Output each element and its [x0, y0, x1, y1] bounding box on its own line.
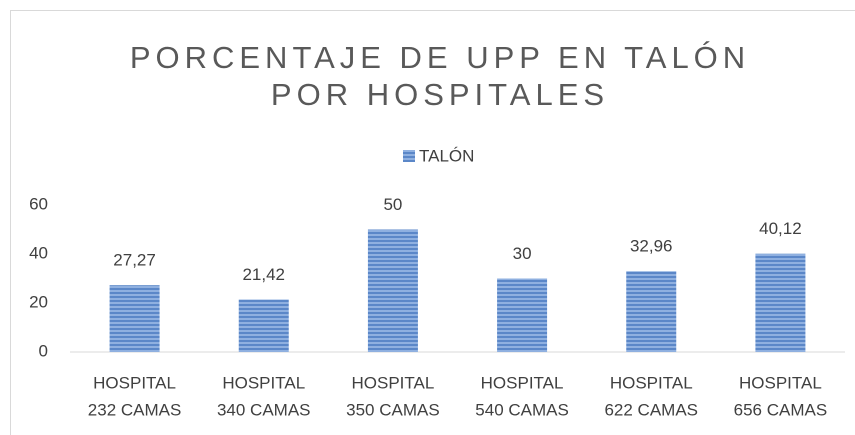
bar: [367, 229, 418, 352]
data-label: 50: [383, 195, 402, 214]
x-tick-label: 540 CAMAS: [475, 400, 569, 419]
chart-title: POR HOSPITALES: [271, 77, 609, 112]
legend-swatch: [403, 150, 415, 162]
chart-title: PORCENTAJE DE UPP EN TALÓN: [130, 40, 750, 75]
data-label: 30: [513, 244, 532, 263]
bar: [755, 253, 806, 352]
data-label: 40,12: [759, 219, 802, 238]
legend-label: TALÓN: [419, 146, 474, 165]
x-tick-label: 340 CAMAS: [217, 400, 311, 419]
y-tick-label: 20: [29, 292, 48, 311]
chart-frame: [10, 10, 855, 435]
bar: [497, 278, 548, 352]
x-tick-label: HOSPITAL: [739, 373, 822, 392]
data-label: 21,42: [242, 265, 285, 284]
y-tick-label: 0: [39, 341, 48, 360]
x-tick-label: HOSPITAL: [93, 373, 176, 392]
y-tick-label: 40: [29, 243, 48, 262]
x-tick-label: HOSPITAL: [481, 373, 564, 392]
bar: [626, 271, 677, 352]
x-tick-label: HOSPITAL: [352, 373, 435, 392]
bar: [109, 285, 160, 352]
data-label: 32,96: [630, 237, 673, 256]
x-tick-label: HOSPITAL: [222, 373, 305, 392]
x-tick-label: 656 CAMAS: [734, 400, 828, 419]
x-tick-label: HOSPITAL: [610, 373, 693, 392]
bar: [238, 299, 289, 352]
data-label: 27,27: [113, 251, 156, 270]
x-tick-label: 232 CAMAS: [88, 400, 182, 419]
x-tick-label: 350 CAMAS: [346, 400, 440, 419]
y-tick-label: 60: [29, 194, 48, 213]
x-tick-label: 622 CAMAS: [604, 400, 698, 419]
